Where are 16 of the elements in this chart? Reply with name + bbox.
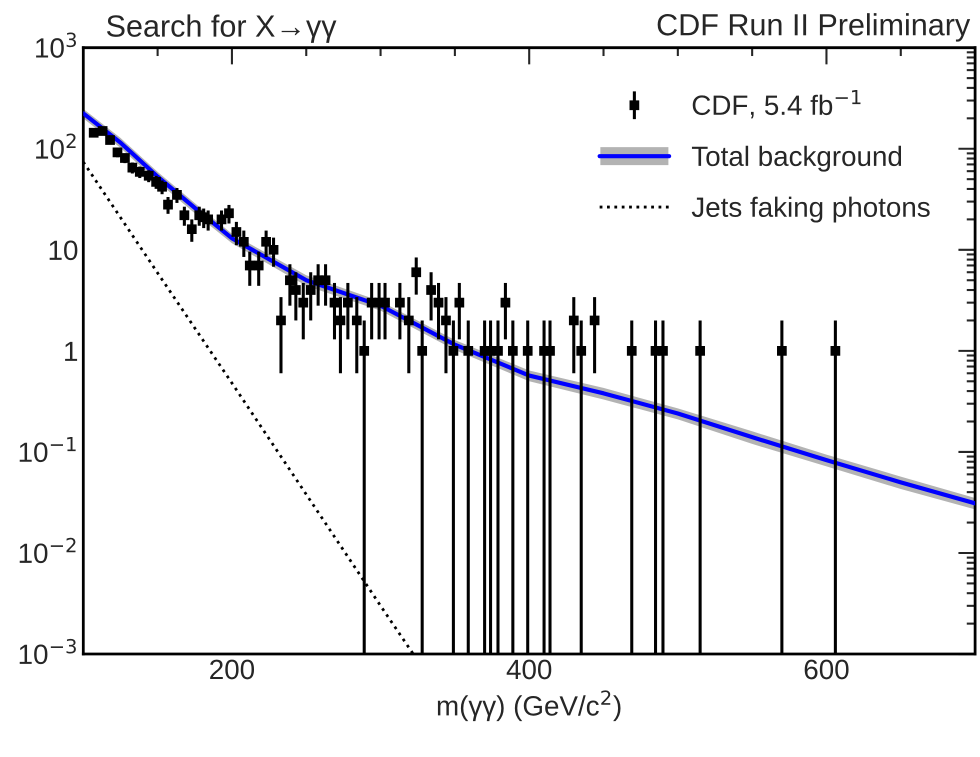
x-axis-title: m(γγ) (GeV/c$^{2}$) <box>438 690 620 722</box>
x-tick-label: 600 <box>804 660 849 680</box>
legend-label: Total background <box>692 146 902 172</box>
y-tick-label: 10$^{−3}$ <box>20 638 76 664</box>
x-tick-label: 400 <box>506 660 552 680</box>
text: CDF Run II Preliminary <box>658 13 970 42</box>
y-tick-label: 1 <box>65 342 78 361</box>
y-tick-label: 10$^{−2}$ <box>20 538 76 564</box>
legend-label: Jets faking photons <box>692 196 930 223</box>
x-tick-label: 200 <box>210 660 254 680</box>
y-tick-label: 10$^{3}$ <box>36 32 76 58</box>
legend-label: CDF, 5.4 fb$^{−1}$ <box>692 90 860 118</box>
y-tick-label: 10$^{2}$ <box>36 134 76 159</box>
y-tick-label: 10 <box>50 240 78 260</box>
chart-title: Search for X→γγ <box>106 14 336 43</box>
y-tick-label: 10$^{−1}$ <box>20 436 76 462</box>
